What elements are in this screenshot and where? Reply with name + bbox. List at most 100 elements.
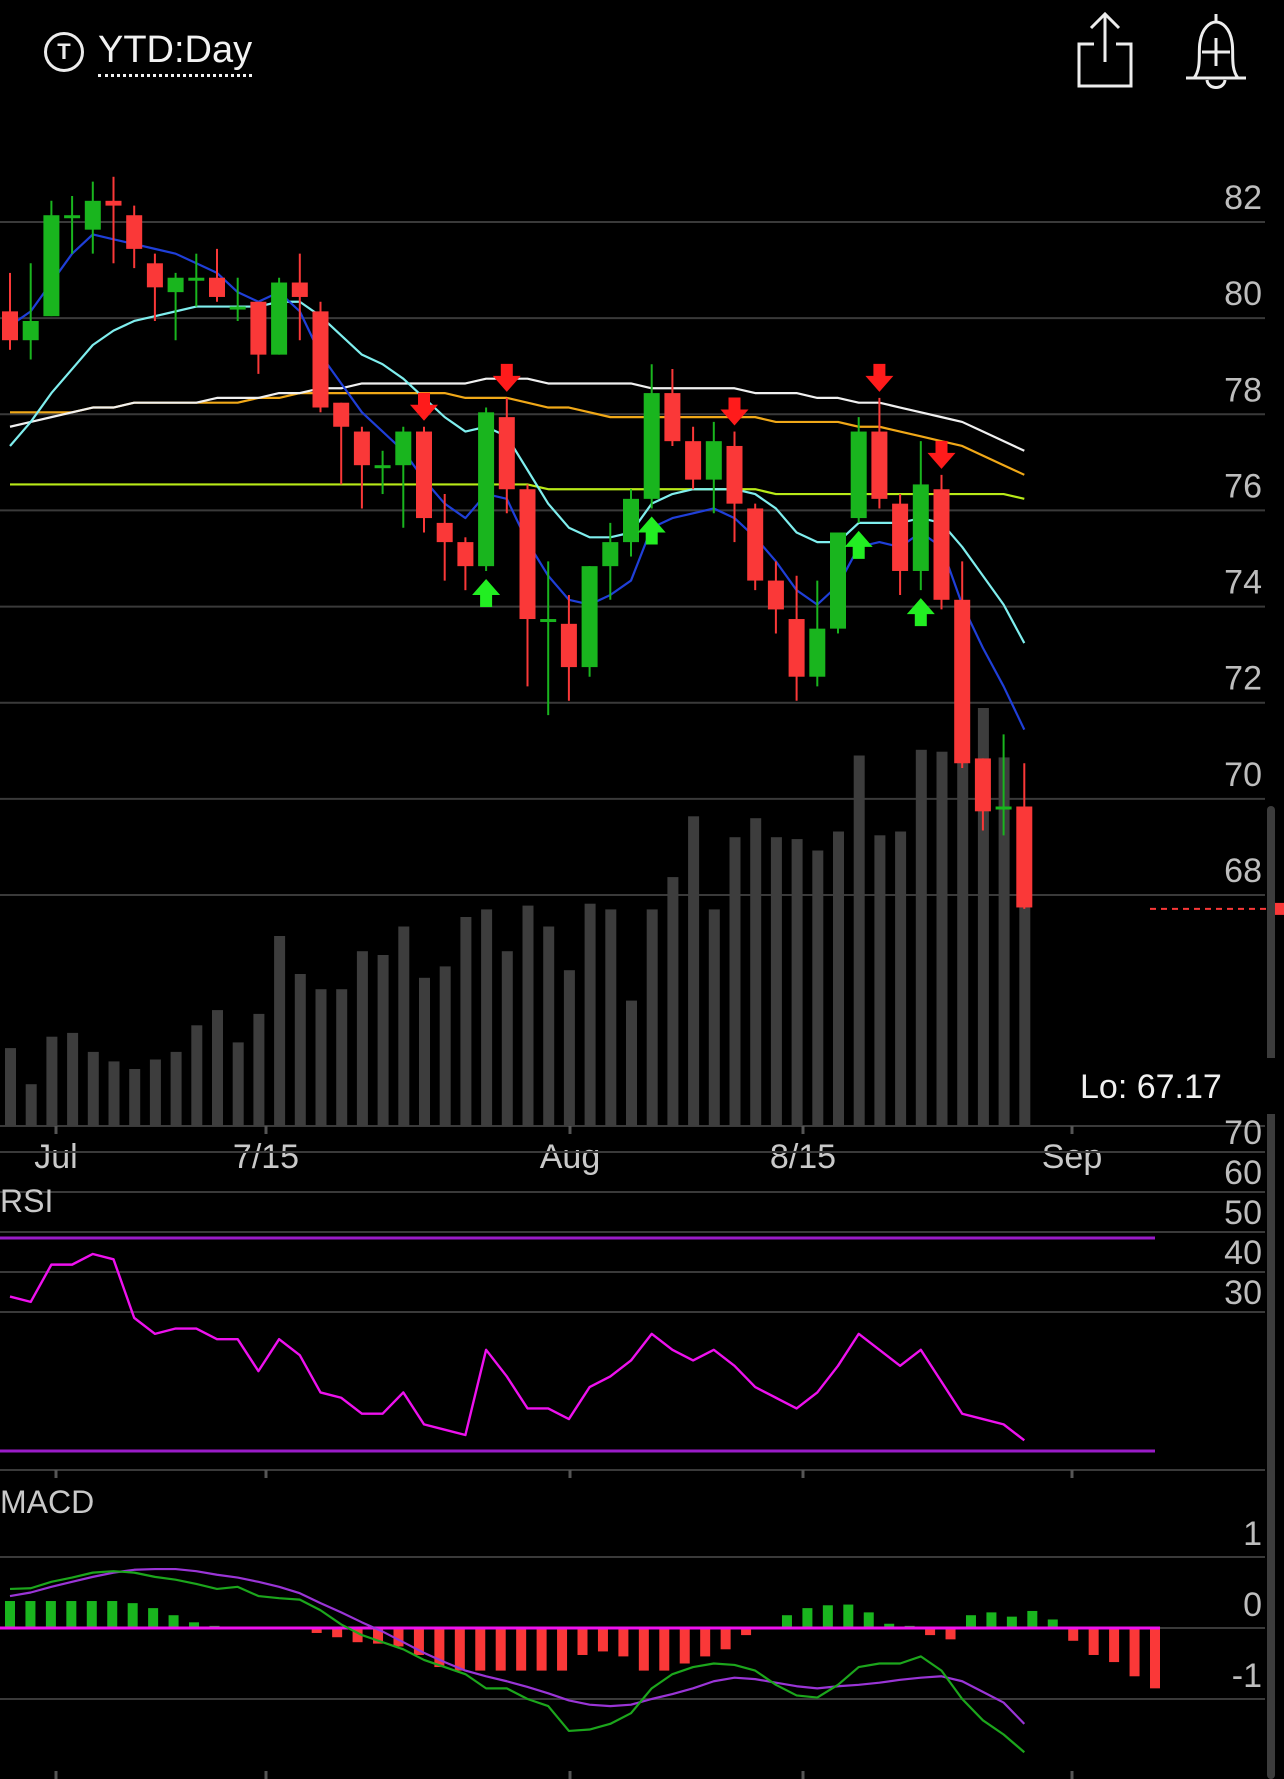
volume-bar [377,955,389,1126]
volume-bar [294,974,306,1126]
buy-signal-arrow [637,516,666,545]
volume-bar [253,1013,265,1126]
candle-body [271,282,288,355]
share-button[interactable] [1074,10,1136,90]
x-tick-label: 7/15 [233,1138,299,1176]
volume-bar [957,689,969,1126]
rsi-tick-label: 60 [1224,1154,1262,1192]
candle-body [2,311,18,341]
x-tick-label: Sep [1042,1138,1103,1176]
volume-bar [708,909,720,1126]
volume-bar [212,1010,223,1126]
candle-body [809,628,826,677]
candle-body [912,484,929,571]
macd-histogram-bar [884,1623,895,1628]
macd-histogram-bar [45,1601,56,1628]
volume-bar [419,977,430,1126]
price-tick-label: 80 [1224,275,1262,313]
macd-title: MACD [0,1484,94,1520]
volume-bar [336,989,348,1126]
macd-histogram-bar [822,1605,833,1628]
price-tick-label: 78 [1224,371,1262,409]
candle-body [395,431,412,466]
macd-histogram-bar [413,1628,424,1655]
buy-signal-arrow [844,530,873,559]
volume-bar [626,1000,637,1126]
volume-bar [481,909,493,1126]
candle-body [209,277,225,297]
macd-histogram-bar [1150,1628,1160,1689]
volume-bar [874,835,886,1126]
macd-histogram-bar [475,1628,486,1671]
candle-body [312,311,329,408]
macd-histogram-bar [1088,1628,1099,1655]
add-alert-button[interactable] [1180,10,1252,92]
price-tick-label: 82 [1224,179,1262,217]
macd-histogram-bar [373,1628,384,1644]
volume-bar [87,1051,99,1126]
volume-bar [232,1042,244,1126]
candle-body [643,393,660,499]
macd-histogram-bar [781,1615,792,1628]
rsi-tick-label: 40 [1224,1234,1262,1272]
candle-body [146,263,163,288]
candle-body [954,599,971,764]
candle-body [933,489,950,600]
period-selector-button[interactable]: T YTD:Day [44,24,253,80]
chart-scrollbar[interactable] [1267,806,1275,1779]
volume-bar [895,831,907,1126]
macd-histogram-bar [107,1601,118,1628]
volume-bar [191,1025,203,1126]
volume-bar [729,837,741,1126]
lo-label: Lo: 67.17 [1080,1068,1222,1106]
price-tick-label: 74 [1224,564,1262,602]
candle-body [167,277,184,293]
volume-bar [791,839,803,1126]
candle-body [685,441,702,480]
macd-tick-label: -1 [1232,1657,1262,1695]
candle-body [1016,806,1033,908]
price-tick-label: 68 [1224,852,1262,890]
sell-signal-arrow [410,392,438,421]
macd-histogram-bar [1047,1619,1058,1628]
candle-body [850,431,867,519]
candle-body [581,566,598,668]
share-icon [1077,11,1133,88]
candle-body [84,200,101,230]
volume-bar [770,837,782,1126]
ema-mid-line [9,300,1026,644]
candle-body [229,306,246,310]
candle-body [457,542,474,567]
macd-histogram-bar [127,1603,138,1628]
macd-histogram-bar [925,1628,936,1636]
volume-bar [998,757,1010,1126]
candle-body [478,412,495,567]
buy-signal-arrow [906,598,935,627]
macd-histogram-bar [720,1628,731,1650]
volume-bar [129,1069,141,1126]
price-tick-label: 72 [1224,660,1262,698]
volume-bar [149,1059,161,1126]
candle-body [602,542,619,567]
candle-body [519,489,536,620]
candle-body [64,215,81,219]
t-circle-icon: T [44,32,84,72]
macd-histogram-bar [843,1604,854,1628]
volume-bar [460,917,472,1126]
candle-body [416,431,432,519]
candle-body [664,393,681,442]
price-tick-label: 70 [1224,756,1262,794]
candle-body [830,532,846,629]
macd-histogram-bar [332,1628,343,1638]
volume-bar [584,903,596,1126]
candle-body [995,806,1012,810]
volume-bar [1019,898,1031,1126]
volume-bar [25,1084,37,1126]
rsi-tick-label: 50 [1224,1194,1262,1232]
volume-bar [501,951,513,1126]
candle-body [291,282,308,297]
volume-bar [915,749,927,1126]
macd-histogram-bar [168,1615,179,1628]
candle-body [374,465,391,469]
